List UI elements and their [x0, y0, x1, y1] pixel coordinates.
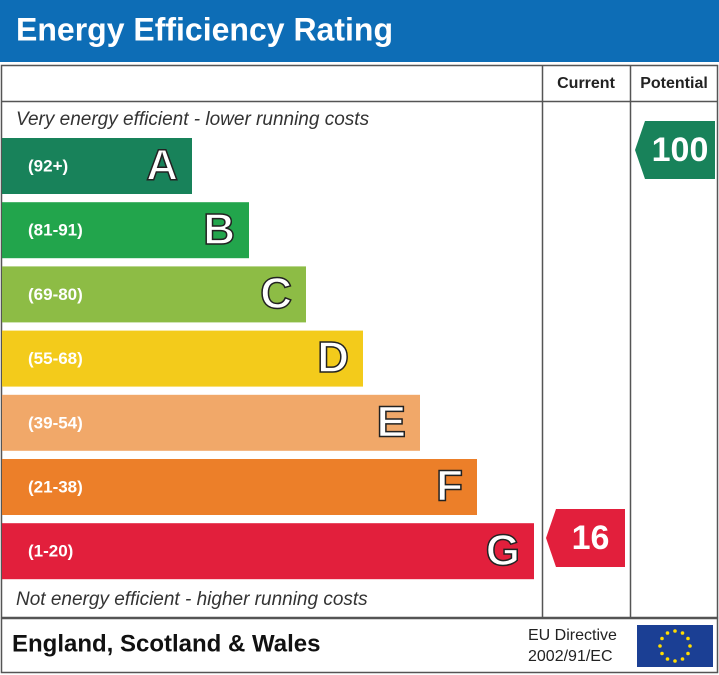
- band-bar: [2, 138, 192, 194]
- band-letter: A: [146, 141, 178, 190]
- directive-line: 2002/91/EC: [528, 648, 613, 665]
- bottom-note: Not energy efficient - higher running co…: [16, 589, 368, 610]
- potential-header: Potential: [640, 75, 708, 92]
- flag-star: [680, 657, 685, 661]
- flag-star: [660, 651, 664, 656]
- flag-star: [680, 631, 685, 635]
- band-range: (39-54): [28, 413, 83, 432]
- current-arrow: [546, 509, 625, 567]
- flag-star: [673, 629, 677, 633]
- band-range: (1-20): [28, 542, 73, 561]
- band-bar: [2, 523, 534, 580]
- footer-frame: [0, 617, 719, 674]
- band-range: (69-80): [28, 285, 83, 304]
- band-letter: D: [317, 333, 349, 382]
- flag-star: [658, 644, 662, 648]
- eu-flag: [637, 625, 713, 667]
- directive-line: EU Directive: [528, 627, 617, 644]
- footer-region: England, Scotland & Wales: [12, 630, 320, 657]
- band-bar: [2, 266, 306, 323]
- flag-star: [688, 644, 692, 648]
- top-note: Very energy efficient - lower running co…: [16, 109, 370, 130]
- flag-star: [686, 636, 690, 641]
- potential-value: 100: [652, 131, 709, 169]
- title: Energy Efficiency Rating: [16, 11, 393, 47]
- band-bar: [2, 202, 249, 259]
- header-bar: [0, 0, 719, 62]
- band-letter: C: [260, 269, 292, 318]
- band-range: (92+): [28, 156, 68, 175]
- bands: (92+) A (81-91) B (69-80) C (55-68) D (39-54) E (2…: [2, 138, 534, 580]
- current-value: 16: [572, 519, 610, 557]
- flag-star: [660, 636, 664, 641]
- band-range: (21-38): [28, 477, 83, 496]
- band-letter: F: [436, 462, 463, 511]
- band-letter: B: [203, 205, 235, 254]
- flag-star: [665, 657, 670, 661]
- band-range: (81-91): [28, 221, 83, 240]
- main-frame: [0, 64, 719, 619]
- band-letter: E: [377, 397, 406, 446]
- band-bar: [2, 459, 477, 515]
- flag-star: [686, 651, 690, 656]
- band-letter: G: [486, 526, 520, 575]
- band-bar: [2, 330, 363, 387]
- band-bar: [2, 394, 420, 451]
- band-range: (55-68): [28, 349, 83, 368]
- flag-star: [673, 659, 677, 663]
- potential-arrow: [635, 121, 715, 179]
- current-header: Current: [557, 75, 615, 92]
- flag-star: [665, 631, 670, 635]
